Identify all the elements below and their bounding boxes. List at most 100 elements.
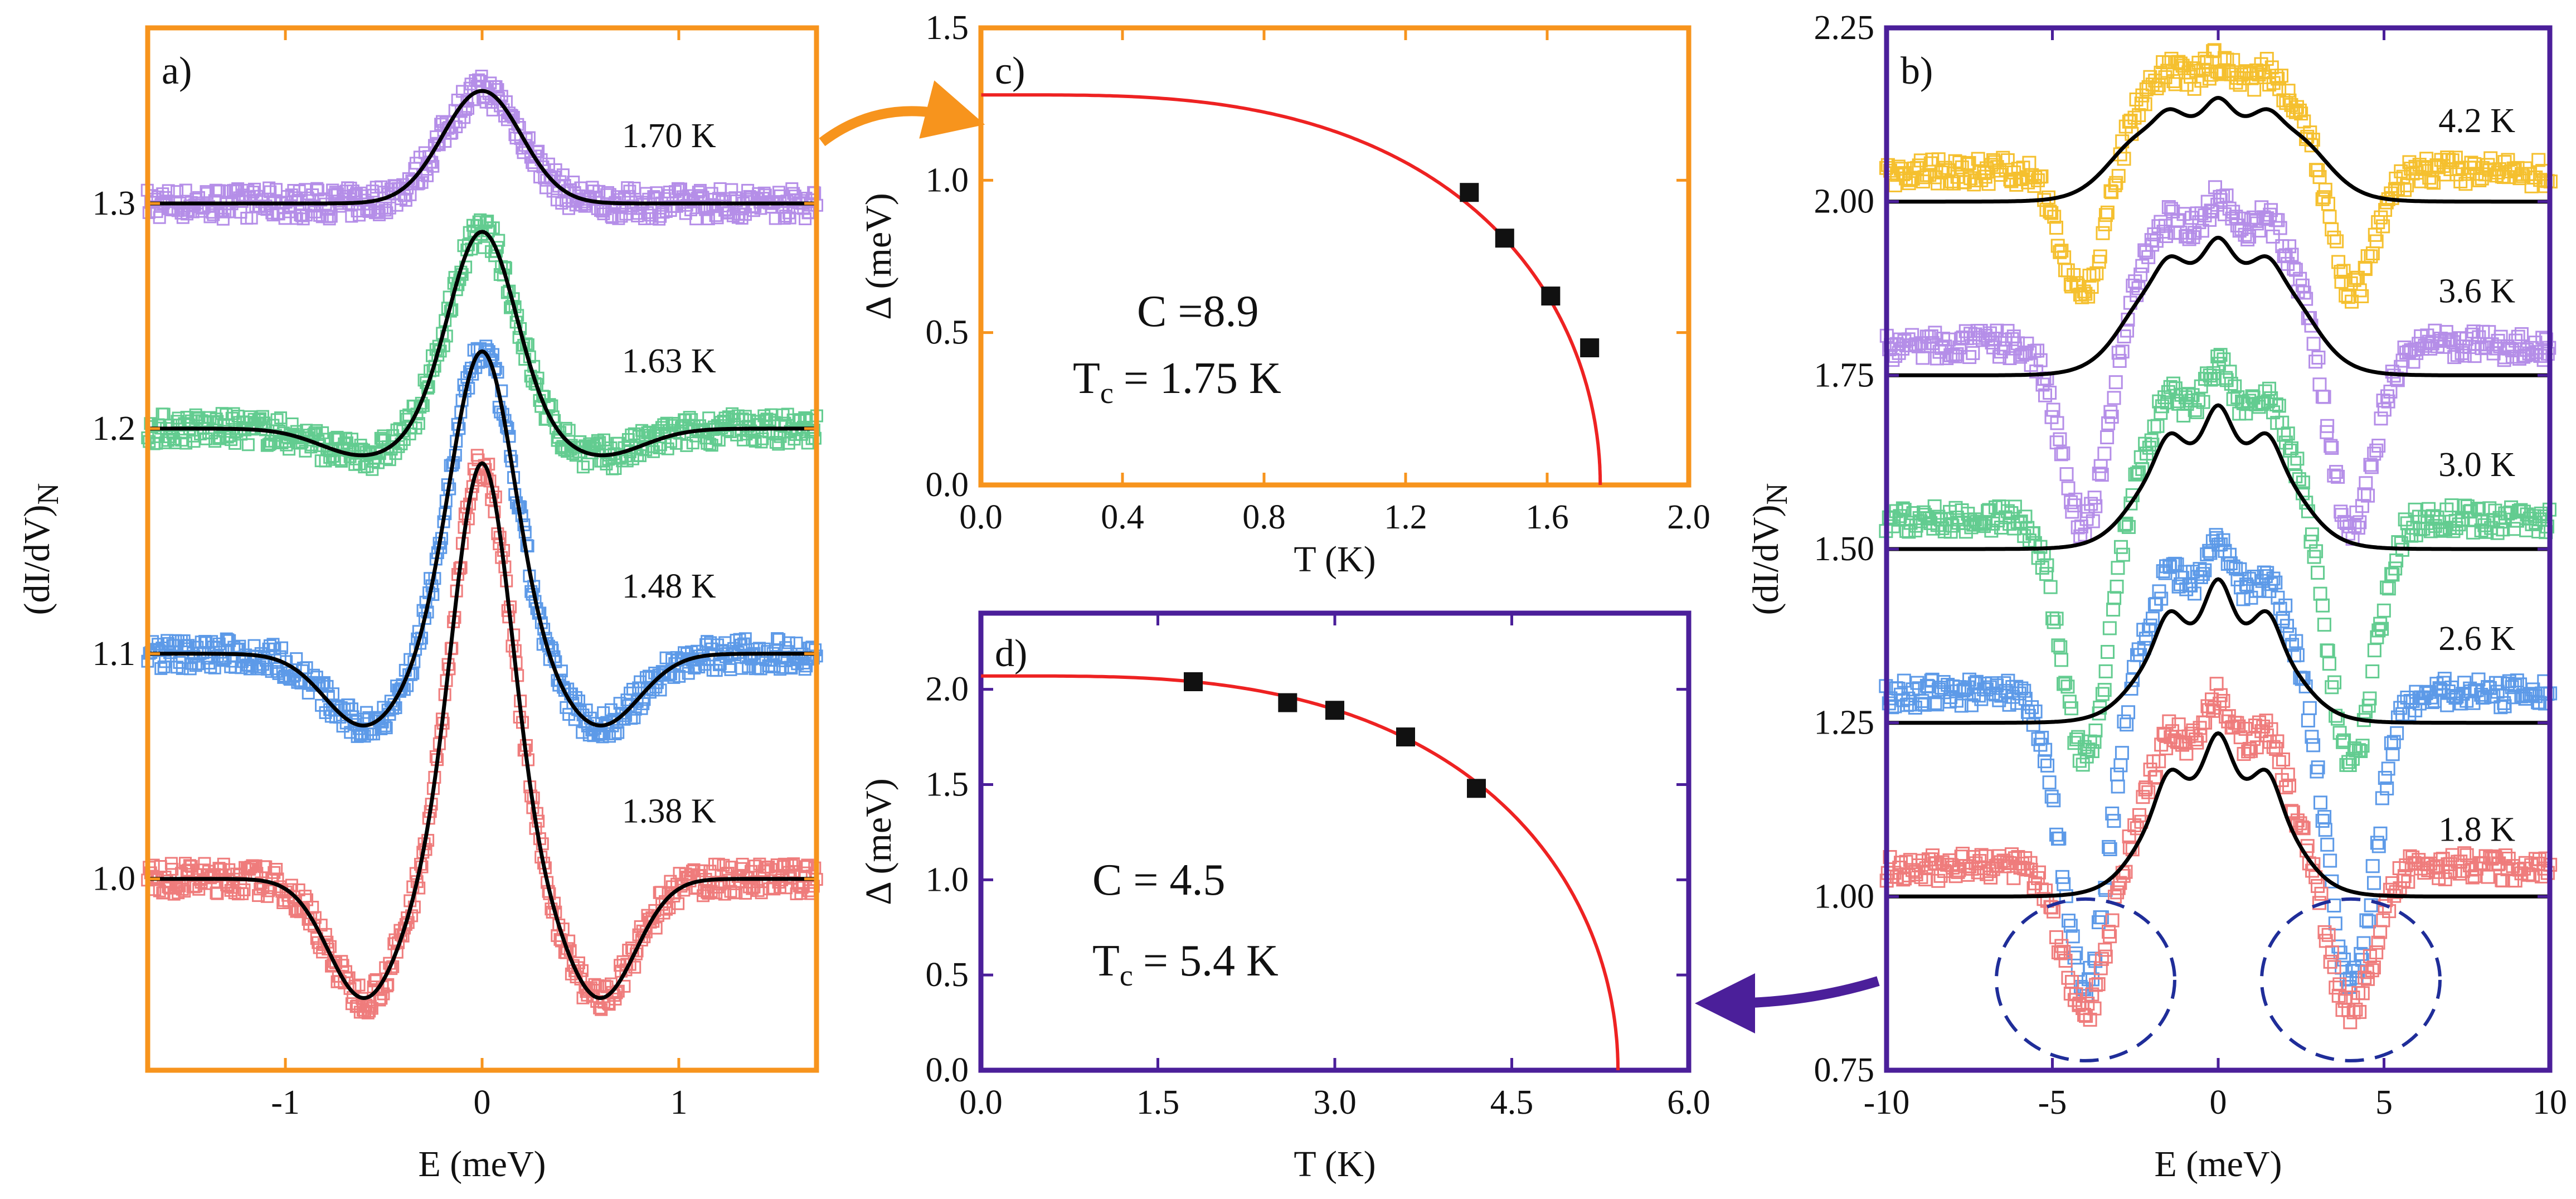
panel-b-series-4-point-205	[2293, 816, 2307, 831]
panel-b-series-1-point-142	[2166, 204, 2180, 219]
panel-b-series-4-point-233	[2349, 1002, 2363, 1017]
panel-b-series-1-point-221	[2325, 440, 2339, 455]
panel-b-series-0-point-270	[2424, 174, 2438, 189]
panel-b-series-3-point-307	[2497, 699, 2512, 713]
panel-a-series-1-point-425	[760, 412, 774, 426]
panel-b-series-2-point-139	[2160, 395, 2174, 410]
panel-b-series-4-point-49	[1979, 849, 1993, 863]
panel-a-series-3-point-8	[153, 884, 166, 897]
panel-b-series-1-point-189	[2260, 211, 2274, 226]
panel-b-series-0-point-173	[2229, 75, 2243, 90]
panel-b-ytick-label-0: 0.75	[1814, 1051, 1875, 1089]
panel-b-series-0-point-189	[2259, 52, 2274, 66]
panel-a-series-3-point-17	[166, 862, 179, 876]
panel-a-fit-line-0	[148, 89, 816, 206]
panel-b-series-4-point-256	[2396, 873, 2410, 888]
panel-a-series-3-point-87	[268, 866, 281, 879]
panel-a-series-0-point-441	[783, 211, 796, 225]
panel-b-series-2-point-121	[2123, 496, 2138, 511]
panel-b-series-3-point-174	[2230, 572, 2245, 586]
panel-a-series-label-3: 1.38 K	[622, 793, 716, 831]
panel-b-series-3-point-210	[2302, 701, 2317, 715]
panel-b-series-3-point-216	[2315, 814, 2330, 828]
panel-b-series-1-point-36	[1952, 340, 1967, 355]
panel-b-series-3-point-158	[2198, 563, 2212, 577]
panel-b-series-4-point-180	[2242, 741, 2257, 756]
panel-b-dip-circle-1	[2260, 897, 2442, 1062]
panel-b-series-0-point-10	[1899, 171, 1913, 186]
panel-b-xtick-label-2: 0	[2210, 1084, 2227, 1122]
panel-a-series-1-point-299	[576, 460, 590, 474]
panel-b-series-1-point-243	[2369, 443, 2384, 458]
panel-b-series-2-point-81	[2043, 580, 2058, 594]
panel-a-series-label-1: 1.63 K	[622, 342, 716, 380]
panel-b-series-4-point-188	[2259, 713, 2273, 728]
panel-b-series-0-point-247	[2378, 203, 2393, 217]
panel-b-series-3-point-180	[2242, 571, 2256, 586]
panel-a-fit-line-1	[148, 230, 816, 458]
panel-b-series-2-point-257	[2398, 512, 2412, 527]
panel-b-series-2-point-213	[2309, 544, 2324, 559]
panel-c-xtick-label-1: 0.4	[1101, 498, 1144, 536]
panel-b-series-1-point-160	[2203, 212, 2217, 227]
panel-a-series-1-point-69	[241, 438, 255, 452]
panel-b-series-2-point-119	[2119, 516, 2133, 531]
panel-b-series-0-point-205	[2292, 103, 2307, 118]
panel-b-series-2-point-112	[2106, 603, 2121, 617]
panel-b-series-1-point-322	[2528, 336, 2543, 350]
panel-b-ytick-label-5: 2.00	[1814, 183, 1875, 221]
panel-a: 1.70 K1.63 K1.48 K1.38 K a) -1 0 11.01.11.…	[17, 25, 824, 1185]
panel-b-series-1-point-212	[2306, 337, 2321, 351]
panel-b-series-2-point-142	[2166, 376, 2181, 391]
panel-b-series-1-point-220	[2324, 439, 2338, 453]
panel-b-series-0-point-128	[2138, 97, 2152, 111]
panel-a-series-0-point-405	[731, 211, 745, 224]
panel-a-xtick-label-0: -1	[271, 1084, 300, 1122]
panel-a-series-0-point-180	[404, 188, 417, 201]
panel-a-marks: 1.70 K 1.63 K 1.48 K 1.38 K	[140, 70, 824, 1020]
panel-b-series-1-point-115	[2111, 346, 2126, 360]
panel-a-series-3-point-443	[787, 857, 800, 871]
panel-b-series-1-point-192	[2266, 229, 2280, 244]
panel-b-series-2-point-104	[2088, 724, 2103, 738]
panel-b-series-2-point-173	[2228, 379, 2242, 394]
panel-a-series-2-point-43	[204, 661, 217, 674]
panel-b-series-4-point-223	[2329, 980, 2343, 995]
panel-a-series-3-point-186	[412, 881, 426, 895]
panel-b-ytick-label-1: 1.00	[1814, 877, 1875, 915]
panel-b-series-0-point-154	[2189, 64, 2204, 78]
panel-b-series-4-point-135	[2152, 754, 2166, 769]
panel-b-series-0-point-194	[2271, 71, 2285, 86]
panel-b-series-3-point-239	[2361, 914, 2376, 929]
panel-b-ticks: -10 -5 0 5 10 0.75 1.00 1.25 1.50 1.75 2.00 2.25	[1814, 9, 2568, 1122]
panel-b-series-2-point-245	[2373, 617, 2388, 631]
panel-b-series-0-point-236	[2355, 289, 2369, 303]
panel-b-series-4-point-307	[2498, 848, 2512, 863]
panel-b-series-4-point-236	[2355, 986, 2370, 1001]
panel-b-series-4-point-194	[2270, 734, 2285, 749]
panel-b-series-2-point-110	[2101, 644, 2115, 659]
panel-b-series-4-point-88	[2057, 945, 2071, 959]
panel-a-series-0-point-83	[263, 181, 276, 195]
panel-a-series-3-point-154	[365, 1002, 378, 1015]
panel-b-series-0-point-223	[2330, 234, 2344, 249]
panel-b-series-2-point-48	[1977, 519, 1991, 533]
panel-a-series-2-point-9	[154, 662, 168, 675]
panel-a-series-0-point-125	[323, 212, 336, 226]
panel-a-series-1-point-452	[800, 412, 813, 425]
panel-b-series-2-point-328	[2540, 520, 2554, 534]
panel-b-series-3-point-78	[2037, 754, 2052, 769]
panel-b-series-0-point-86	[2053, 245, 2067, 259]
panel-b-series-2-point-107	[2095, 687, 2110, 701]
panel-b-series-0-point-51	[1981, 177, 1996, 191]
panel-b-series-1-point-215	[2312, 377, 2327, 392]
panel-a-series-0-point-199	[431, 137, 445, 150]
panel-b-series-3-point-122	[2126, 673, 2140, 687]
panel-b-series-1-point-223	[2329, 465, 2344, 479]
panel-b-series-0-point-81	[2043, 205, 2057, 219]
panel-b-series-2-point-217	[2317, 618, 2331, 632]
panel-d-ylabel: Δ (meV)	[858, 778, 899, 905]
panel-b-series-3-point-117	[2115, 746, 2129, 760]
panel-a-ylabel-sub: N	[31, 483, 65, 505]
